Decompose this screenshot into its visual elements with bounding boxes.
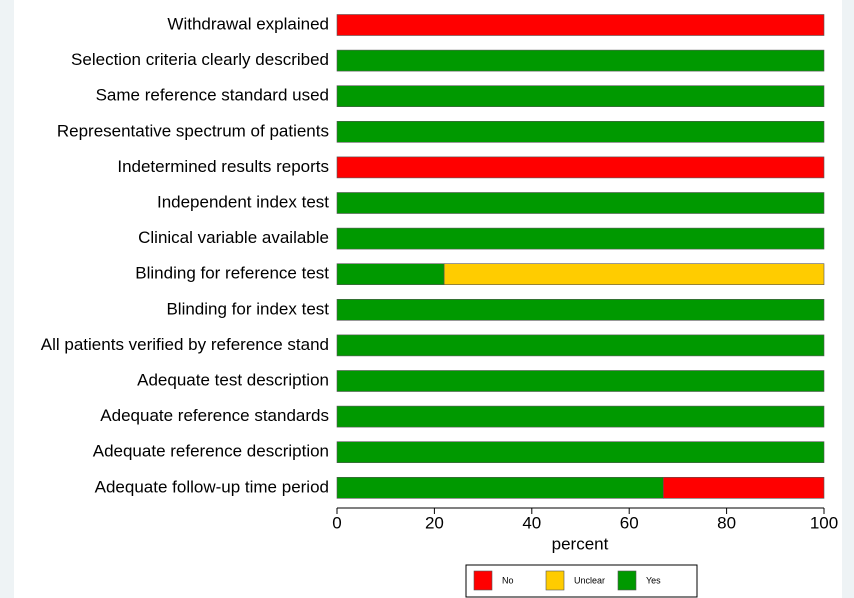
bar-segment	[336, 192, 825, 214]
bar-segment	[662, 476, 825, 499]
y-tick-label: All patients verified by reference stand	[41, 335, 329, 354]
x-tick-label: 60	[620, 513, 639, 532]
y-tick-label: Independent index test	[157, 192, 329, 211]
legend-label: No	[502, 575, 514, 585]
x-tick-label: 40	[522, 513, 541, 532]
bar-segment	[336, 49, 825, 72]
y-tick-label: Adequate test description	[137, 370, 329, 389]
legend-box	[465, 564, 698, 598]
y-tick-label: Adequate follow-up time period	[95, 477, 329, 496]
legend-label: Yes	[646, 575, 661, 585]
bar-segment	[336, 227, 825, 250]
y-tick-label: Representative spectrum of patients	[57, 121, 329, 140]
y-tick-label: Adequate reference standards	[100, 406, 329, 425]
bar-segment	[443, 263, 825, 286]
legend-label: Unclear	[574, 575, 605, 585]
y-tick-label: Selection criteria clearly described	[71, 50, 329, 69]
x-tick-label: 100	[810, 513, 838, 532]
y-tick-label: Blinding for index test	[166, 299, 329, 318]
legend-swatch	[617, 570, 637, 591]
bar-segment	[336, 14, 825, 36]
y-tick-label: Indetermined results reports	[117, 157, 329, 176]
y-tick-label: Same reference standard used	[96, 86, 329, 105]
bar-segment	[336, 370, 825, 392]
bar-segment	[336, 263, 445, 286]
bar-segment	[336, 121, 825, 143]
legend-swatch	[473, 570, 493, 591]
bar-segment	[336, 298, 825, 321]
x-tick-label: 20	[425, 513, 444, 532]
bar-segment	[336, 405, 825, 428]
bar-segment	[336, 334, 825, 357]
x-tick-label: 80	[717, 513, 736, 532]
x-tick-label: 0	[332, 513, 341, 532]
bar-segment	[336, 441, 825, 464]
y-tick-label: Adequate reference description	[93, 442, 329, 461]
y-tick-label: Clinical variable available	[138, 228, 329, 247]
y-tick-label: Blinding for reference test	[135, 264, 329, 283]
legend-swatch	[545, 570, 565, 591]
y-tick-label: Withdrawal explained	[167, 14, 329, 33]
bar-segment	[336, 156, 825, 179]
bar-segment	[336, 476, 664, 499]
x-axis-title: percent	[552, 534, 609, 553]
bar-segment	[336, 85, 825, 107]
